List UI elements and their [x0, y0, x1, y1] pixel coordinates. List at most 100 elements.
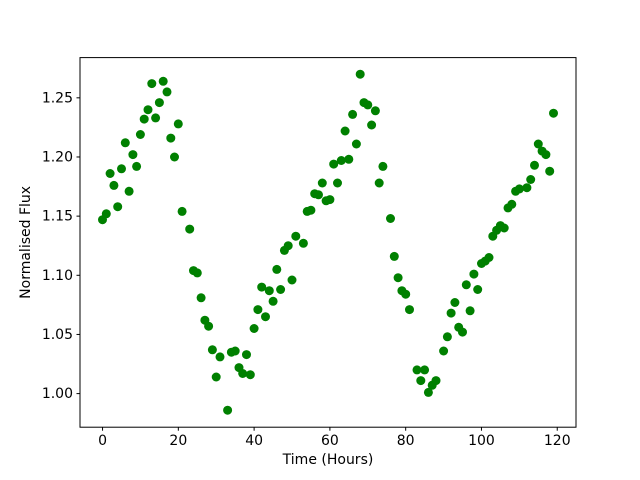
data-point	[374, 178, 384, 188]
x-tick-label: 0	[98, 433, 107, 449]
data-point	[336, 156, 346, 165]
data-point	[355, 69, 365, 79]
data-point	[238, 369, 248, 378]
y-tick-label: 1.20	[42, 149, 73, 165]
data-point	[117, 164, 126, 174]
data-point	[196, 293, 206, 303]
data-point	[268, 296, 278, 306]
data-point	[549, 108, 558, 118]
data-point	[211, 372, 221, 382]
data-point	[166, 133, 176, 143]
data-point	[230, 346, 240, 356]
data-point	[242, 350, 251, 360]
data-point	[420, 365, 430, 375]
data-point	[151, 113, 161, 123]
data-point	[458, 327, 467, 337]
y-axis-label: Normalised Flux	[18, 186, 34, 299]
data-point	[333, 178, 342, 188]
data-point	[329, 159, 339, 169]
x-tick-label: 40	[245, 433, 263, 449]
data-point	[158, 76, 168, 86]
data-point	[431, 376, 441, 386]
data-point	[147, 79, 157, 89]
data-point	[363, 100, 373, 110]
data-point	[173, 119, 183, 129]
data-point	[340, 126, 350, 136]
data-point	[370, 106, 380, 116]
data-point	[416, 376, 426, 386]
plot-area	[79, 57, 577, 428]
data-point	[291, 231, 301, 241]
data-point	[499, 223, 509, 233]
data-point	[526, 175, 536, 184]
data-point	[109, 180, 119, 190]
x-tick-label: 20	[169, 433, 187, 449]
data-point	[113, 202, 123, 212]
data-point	[317, 178, 327, 188]
y-tick-label: 1.15	[42, 209, 73, 225]
x-tick-label: 80	[397, 433, 415, 449]
x-tick-label: 60	[321, 433, 339, 449]
data-point	[154, 98, 164, 108]
data-point	[261, 312, 270, 322]
data-point	[314, 190, 323, 200]
y-tick-label: 1.00	[42, 386, 73, 402]
data-point	[469, 269, 479, 279]
x-axis-label: Time (Hours)	[282, 452, 374, 468]
data-point	[401, 289, 411, 299]
data-point	[378, 161, 388, 171]
data-point	[393, 273, 403, 283]
data-point	[465, 306, 475, 316]
data-point	[128, 150, 138, 160]
data-point	[484, 253, 494, 262]
data-point	[185, 224, 195, 234]
data-point	[283, 241, 293, 251]
data-point	[351, 139, 361, 149]
data-point	[204, 321, 214, 331]
data-point	[450, 298, 460, 307]
data-point	[272, 264, 282, 274]
data-point	[348, 109, 358, 119]
data-point	[473, 285, 483, 294]
data-point	[412, 365, 422, 375]
data-point	[461, 280, 471, 290]
data-point	[192, 268, 202, 278]
data-point	[446, 308, 456, 318]
x-tick-label: 120	[544, 433, 571, 449]
data-point	[522, 183, 532, 193]
data-point	[170, 152, 179, 162]
data-point	[287, 275, 297, 285]
data-point	[386, 214, 395, 223]
data-point	[405, 305, 414, 315]
x-axis-ticks: 0 20 40 60 80 100 120	[98, 427, 571, 449]
data-point	[249, 324, 259, 333]
data-point	[306, 205, 316, 215]
data-point	[120, 138, 130, 148]
data-point	[245, 370, 255, 380]
data-point	[132, 161, 142, 171]
data-point	[344, 154, 354, 164]
y-tick-label: 1.25	[42, 90, 73, 106]
data-point	[139, 114, 149, 124]
data-point	[124, 186, 134, 196]
data-point	[105, 169, 115, 178]
data-point	[367, 120, 377, 130]
data-point	[439, 346, 449, 356]
data-point	[533, 139, 543, 149]
data-point	[442, 332, 452, 342]
data-point	[541, 150, 551, 160]
data-point	[101, 209, 111, 219]
data-point	[389, 251, 399, 261]
data-point	[325, 195, 335, 205]
data-point	[530, 160, 539, 170]
data-point	[257, 282, 267, 292]
data-point	[162, 87, 172, 97]
data-points	[98, 69, 558, 415]
y-tick-label: 1.05	[42, 327, 73, 343]
data-point	[276, 285, 286, 294]
data-point	[253, 305, 263, 315]
data-point	[207, 345, 217, 355]
data-point	[177, 206, 187, 216]
data-point	[215, 352, 225, 362]
